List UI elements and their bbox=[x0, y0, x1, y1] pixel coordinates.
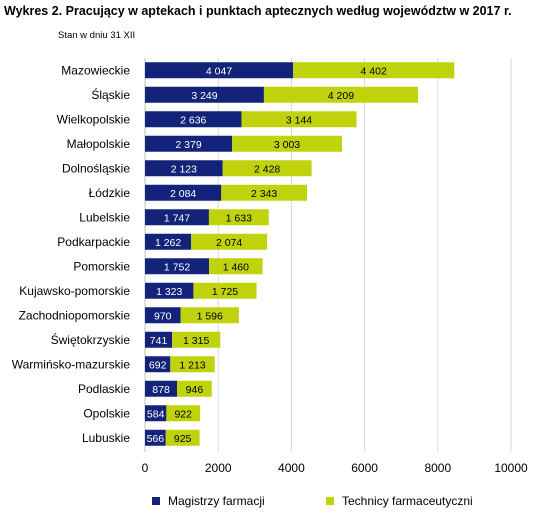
category-label: Łódzkie bbox=[89, 186, 131, 200]
data-label-magistrzy: 741 bbox=[150, 335, 168, 347]
x-tick-label: 8000 bbox=[424, 461, 451, 475]
chart-title: Wykres 2. Pracujący w aptekach i punktac… bbox=[4, 4, 512, 18]
data-label-magistrzy: 584 bbox=[147, 408, 165, 420]
category-label: Podkarpackie bbox=[57, 235, 130, 249]
legend-label-magistrzy: Magistrzy farmacji bbox=[168, 494, 265, 508]
bar-technicy bbox=[166, 405, 201, 422]
category-label: Opolskie bbox=[83, 406, 130, 420]
data-label-technicy: 2 343 bbox=[251, 188, 277, 200]
x-tick-label: 2000 bbox=[205, 461, 232, 475]
data-label-magistrzy: 3 249 bbox=[191, 90, 217, 102]
bar-magistrzy bbox=[145, 160, 223, 177]
bar-technicy bbox=[165, 429, 200, 446]
data-label-technicy: 925 bbox=[174, 433, 192, 445]
data-label-magistrzy: 2 379 bbox=[175, 139, 201, 151]
data-label-technicy: 1 596 bbox=[197, 310, 223, 322]
bar-magistrzy bbox=[145, 86, 264, 103]
bar-technicy bbox=[209, 258, 263, 275]
data-label-technicy: 3 003 bbox=[274, 139, 300, 151]
bar-magistrzy bbox=[145, 233, 192, 250]
data-label-magistrzy: 2 636 bbox=[180, 114, 206, 126]
legend-label-technicy: Technicy farmaceutyczni bbox=[342, 494, 473, 508]
data-label-technicy: 4 209 bbox=[328, 90, 354, 102]
data-label-magistrzy: 1 747 bbox=[164, 212, 190, 224]
category-label: Pomorskie bbox=[73, 259, 130, 273]
x-tick-label: 6000 bbox=[351, 461, 378, 475]
data-label-magistrzy: 1 752 bbox=[164, 261, 190, 273]
bar-technicy bbox=[241, 111, 357, 128]
category-label: Lubelskie bbox=[79, 210, 130, 224]
category-label: Małopolskie bbox=[67, 137, 131, 151]
bar-technicy bbox=[191, 233, 268, 250]
data-label-technicy: 946 bbox=[186, 384, 204, 396]
legend-item-technicy: Technicy farmaceutyczni bbox=[326, 494, 473, 508]
bar-technicy bbox=[177, 380, 212, 397]
bar-technicy bbox=[208, 209, 269, 226]
bar-magistrzy bbox=[145, 331, 173, 348]
chart-subtitle: Stan w dniu 31 XII bbox=[58, 30, 136, 41]
data-label-magistrzy: 2 123 bbox=[171, 163, 197, 175]
x-tick-label: 4000 bbox=[278, 461, 305, 475]
bar-magistrzy bbox=[145, 258, 210, 275]
data-label-magistrzy: 566 bbox=[147, 433, 165, 445]
data-label-technicy: 4 402 bbox=[361, 65, 387, 77]
data-label-technicy: 922 bbox=[174, 408, 192, 420]
bar-technicy bbox=[221, 184, 308, 201]
data-label-technicy: 3 144 bbox=[286, 114, 312, 126]
bar-technicy bbox=[263, 86, 418, 103]
bar-technicy bbox=[193, 282, 257, 299]
bar-magistrzy bbox=[145, 282, 194, 299]
data-label-magistrzy: 2 084 bbox=[170, 188, 196, 200]
bar-magistrzy bbox=[145, 111, 242, 128]
bar-magistrzy bbox=[145, 356, 171, 373]
bar-technicy bbox=[293, 62, 455, 79]
data-label-technicy: 1 315 bbox=[183, 335, 209, 347]
legend-item-magistrzy: Magistrzy farmacji bbox=[152, 494, 265, 508]
category-label: Kujawsko-pomorskie bbox=[19, 284, 130, 298]
data-label-technicy: 2 074 bbox=[216, 237, 242, 249]
x-tick-label: 10000 bbox=[494, 461, 528, 475]
bar-technicy bbox=[232, 135, 342, 152]
bar-magistrzy bbox=[145, 429, 166, 446]
bar-magistrzy bbox=[145, 184, 222, 201]
bar-technicy bbox=[170, 356, 215, 373]
category-label: Świętokrzyskie bbox=[51, 332, 131, 347]
bar-magistrzy bbox=[145, 380, 178, 397]
bar-magistrzy bbox=[145, 135, 233, 152]
category-label: Śląskie bbox=[91, 87, 130, 102]
data-label-magistrzy: 1 323 bbox=[156, 286, 182, 298]
stacked-bar-chart: 0 2000 4000 6000 8000 10000 Mazowieckie 4 047 4 … bbox=[12, 58, 528, 475]
bar-magistrzy bbox=[145, 209, 209, 226]
bar-technicy bbox=[222, 160, 312, 177]
data-label-magistrzy: 4 047 bbox=[206, 65, 232, 77]
category-label: Wielkopolskie bbox=[57, 112, 131, 126]
category-label: Dolnośląskie bbox=[62, 161, 130, 175]
chart-legend: Magistrzy farmacji Technicy farmaceutycz… bbox=[0, 494, 534, 514]
category-label: Warmińsko-mazurskie bbox=[12, 357, 131, 371]
data-label-magistrzy: 692 bbox=[149, 359, 167, 371]
bar-magistrzy bbox=[145, 405, 167, 422]
category-label: Lubuskie bbox=[82, 431, 130, 445]
category-label: Zachodniopomorskie bbox=[19, 308, 131, 322]
data-label-magistrzy: 970 bbox=[154, 310, 172, 322]
category-label: Mazowieckie bbox=[61, 63, 130, 77]
data-label-magistrzy: 1 262 bbox=[155, 237, 181, 249]
bar-magistrzy bbox=[145, 62, 294, 79]
data-label-technicy: 1 460 bbox=[223, 261, 249, 273]
data-label-technicy: 1 213 bbox=[179, 359, 205, 371]
data-label-technicy: 2 428 bbox=[254, 163, 280, 175]
bar-technicy bbox=[180, 307, 239, 324]
data-label-technicy: 1 725 bbox=[212, 286, 238, 298]
x-tick-label: 0 bbox=[142, 461, 149, 475]
legend-swatch-magistrzy bbox=[152, 497, 160, 505]
category-label: Podlaskie bbox=[78, 382, 130, 396]
bar-magistrzy bbox=[145, 307, 181, 324]
data-label-magistrzy: 878 bbox=[152, 384, 170, 396]
bar-technicy bbox=[172, 331, 221, 348]
data-label-technicy: 1 633 bbox=[226, 212, 252, 224]
legend-swatch-technicy bbox=[326, 497, 334, 505]
